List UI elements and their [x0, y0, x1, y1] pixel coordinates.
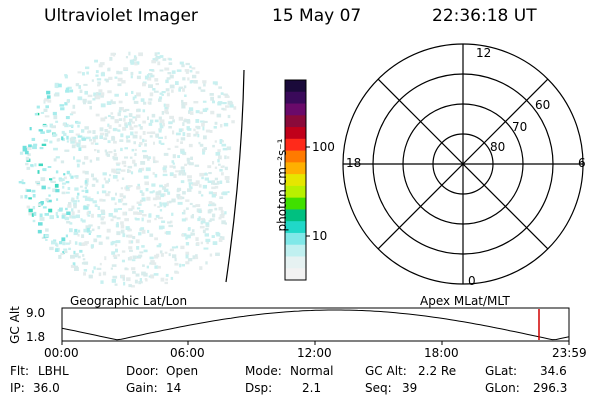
xtick-0000: 00:00	[44, 346, 79, 360]
gain-value: 14	[166, 381, 182, 395]
gcalt-value: 2.2 Re	[418, 364, 457, 378]
xtick-2359: 23:59	[552, 346, 587, 360]
door-label: Door:	[126, 364, 159, 378]
limb-line	[225, 69, 245, 283]
date-label: 15 May 07	[272, 6, 362, 26]
instrument-title: Ultraviolet Imager	[44, 6, 198, 26]
glat-label: GLat:	[485, 364, 518, 378]
dsp-value: 2.1	[302, 381, 322, 395]
flt-label: Flt:	[10, 364, 29, 378]
gcalt-label: GC Alt:	[365, 364, 407, 378]
mlt-label-18: 18	[346, 156, 362, 170]
seq-value: 39	[402, 381, 418, 395]
mlat-label-80: 80	[490, 140, 506, 154]
colorbar-tick-10: 10	[312, 229, 328, 243]
mlt-label-12: 12	[476, 46, 492, 60]
geographic-label: Geographic Lat/Lon	[70, 294, 188, 308]
mode-value: Normal	[290, 364, 334, 378]
xtick-1200: 12:00	[297, 346, 332, 360]
time-label: 22:36:18 UT	[432, 6, 537, 26]
colorbar-tick-100: 100	[312, 140, 335, 154]
apex-label: Apex MLat/MLT	[420, 294, 510, 308]
mode-label: Mode:	[245, 364, 282, 378]
glon-label: GLon:	[485, 381, 520, 395]
flt-value: LBHL	[38, 364, 69, 378]
altitude-ytick-low: 1.8	[26, 330, 46, 344]
gain-label: Gain:	[126, 381, 158, 395]
altitude-ylabel: GC Alt	[7, 306, 22, 344]
mlt-label-0: 0	[468, 274, 476, 288]
ip-value: 36.0	[33, 381, 60, 395]
door-value: Open	[166, 364, 199, 378]
mlt-label-6: 6	[578, 156, 586, 170]
xtick-1800: 18:00	[424, 346, 459, 360]
seq-label: Seq:	[365, 381, 392, 395]
mlat-label-60: 60	[535, 98, 551, 112]
xtick-0600: 06:00	[170, 346, 205, 360]
mlat-label-70: 70	[512, 120, 528, 134]
dsp-label: Dsp:	[245, 381, 273, 395]
ip-label: IP:	[10, 381, 25, 395]
glon-value: 296.3	[533, 381, 568, 395]
altitude-ytick-high: 9.0	[26, 306, 46, 320]
glat-value: 34.6	[540, 364, 567, 378]
